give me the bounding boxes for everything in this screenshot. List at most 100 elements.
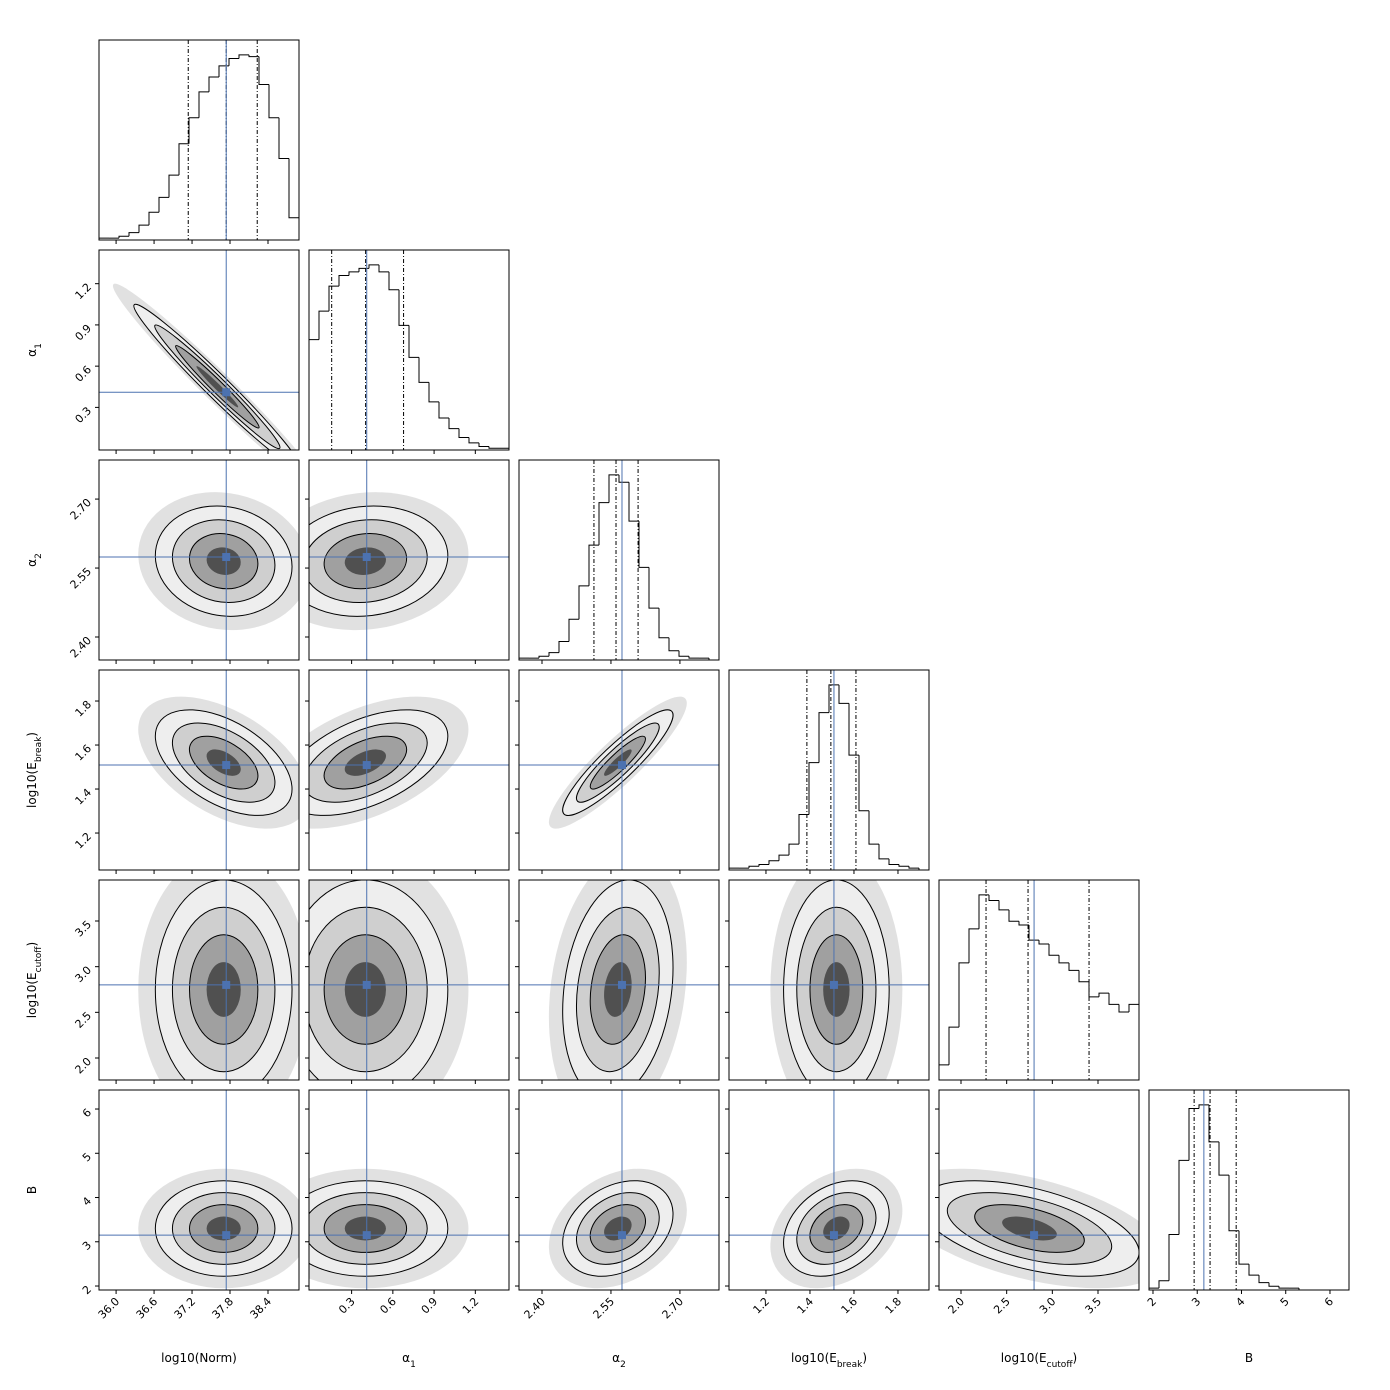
hist-bin: [519, 657, 529, 660]
panel: [729, 880, 929, 1080]
label-part: log10(E: [25, 762, 39, 808]
hist-bin: [118, 235, 129, 239]
hist-bin: [138, 224, 149, 233]
hist-bin: [888, 858, 899, 865]
density-contour: [823, 962, 850, 1017]
truth-marker: [362, 1231, 371, 1240]
hist-bin: [1149, 1287, 1159, 1290]
hist-bin: [828, 684, 839, 713]
label-part: 2: [34, 553, 44, 559]
hist-bin: [278, 117, 289, 160]
panel: [519, 1090, 719, 1290]
hist-bin: [538, 655, 549, 659]
density-contour: [344, 962, 386, 1017]
panel-frame: [518, 459, 720, 661]
hist-bin: [1158, 1280, 1169, 1289]
hist-bin: [558, 640, 569, 653]
hist-bin: [778, 854, 789, 861]
density-contour: [1002, 1216, 1057, 1241]
hist-bin: [998, 900, 1009, 911]
label-part: 1: [410, 1360, 416, 1370]
panel-frame: [98, 39, 300, 241]
hist-bin: [798, 813, 809, 845]
density-contour: [206, 547, 241, 575]
hist-bin: [988, 894, 999, 901]
hist-bin: [488, 446, 499, 449]
hist-bin: [318, 310, 329, 340]
panel: [519, 670, 719, 870]
panel: [939, 880, 1139, 1080]
density-contour: [604, 962, 632, 1017]
truth-marker: [829, 980, 838, 989]
panel: [309, 670, 509, 870]
hist-bin: [628, 482, 639, 522]
hist-bin: [499, 447, 509, 450]
hist-bin: [729, 867, 739, 870]
hist-bin: [658, 608, 669, 639]
panel: [519, 460, 719, 660]
hist-bin: [1238, 1230, 1249, 1265]
truth-marker: [362, 553, 371, 562]
hist-bin: [228, 58, 239, 66]
hist-bin: [1198, 1104, 1209, 1109]
panel-frame: [98, 669, 300, 871]
panel-frame: [98, 1089, 300, 1291]
panel: [309, 250, 509, 450]
hist-bin: [378, 264, 389, 273]
hist-bin: [958, 962, 969, 1028]
label-part: ): [862, 1351, 867, 1365]
hist-bin: [188, 117, 199, 144]
panel: [99, 1090, 299, 1290]
panel-frame: [728, 669, 930, 871]
panel-frame: [1148, 1089, 1350, 1291]
hist-bin: [448, 417, 459, 430]
hist-bin: [898, 864, 909, 867]
label-part: log10(E: [1001, 1351, 1047, 1365]
hist-bin: [878, 844, 889, 860]
panel-frame: [518, 879, 720, 1081]
panel-frame: [308, 879, 510, 1081]
hist-bin: [348, 271, 359, 276]
hist-bin: [428, 382, 439, 403]
hist-bin: [1088, 981, 1099, 998]
hist-bin: [1058, 955, 1069, 964]
hist-bin: [578, 585, 589, 620]
hist-bin: [608, 474, 619, 503]
hist-bin: [148, 211, 159, 226]
panel: [99, 460, 299, 660]
label-part: α: [612, 1351, 620, 1365]
y-axis-label: log10(Ecutoff): [25, 942, 44, 1018]
hist-bin: [758, 863, 769, 867]
panel-frame: [308, 249, 510, 451]
hist-bin: [238, 54, 249, 59]
label-part: ): [1073, 1351, 1078, 1365]
label-part: break: [34, 736, 44, 762]
hist-bin: [1278, 1286, 1289, 1289]
hist-bin: [198, 91, 209, 118]
hist-bin: [258, 56, 269, 85]
hist-bin: [788, 843, 799, 856]
hist-bin: [818, 712, 829, 763]
truth-marker: [362, 761, 371, 770]
x-axis-label: log10(Norm): [161, 1351, 237, 1365]
hist-bin: [678, 650, 689, 657]
panel-frame: [728, 879, 930, 1081]
panel: [309, 460, 509, 660]
truth-marker: [222, 388, 231, 397]
hist-bin: [368, 264, 379, 269]
density-contour: [344, 1216, 386, 1241]
hist-bin: [438, 401, 449, 419]
density-contour: [206, 1216, 241, 1241]
hist-bin: [908, 866, 919, 869]
hist-bin: [939, 1064, 949, 1080]
hist-bin: [768, 860, 779, 865]
y-axis-label: α2: [25, 553, 44, 567]
hist-bin: [178, 143, 189, 176]
truth-marker: [617, 980, 626, 989]
hist-bin: [978, 894, 989, 929]
hist-bin: [208, 76, 219, 92]
truth-marker: [362, 980, 371, 989]
hist-bin: [1038, 940, 1049, 945]
truth-marker: [222, 553, 231, 562]
panel: [99, 250, 299, 450]
